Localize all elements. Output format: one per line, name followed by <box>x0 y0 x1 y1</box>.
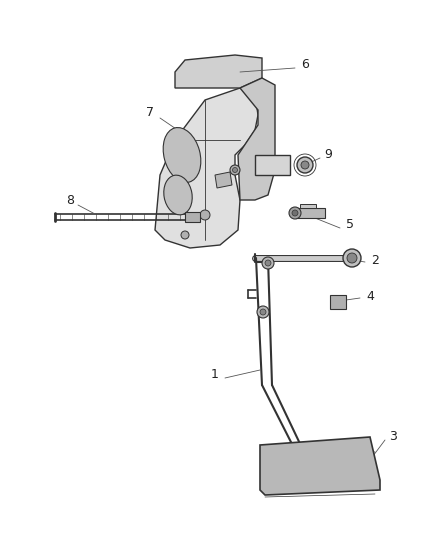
Circle shape <box>265 260 271 266</box>
Polygon shape <box>215 172 232 188</box>
Polygon shape <box>255 155 290 175</box>
Text: 1: 1 <box>211 368 219 382</box>
Polygon shape <box>185 212 200 222</box>
Circle shape <box>200 210 210 220</box>
Polygon shape <box>260 437 380 495</box>
Text: 2: 2 <box>371 254 379 266</box>
Circle shape <box>260 309 266 315</box>
Text: 9: 9 <box>324 149 332 161</box>
Polygon shape <box>175 55 262 88</box>
Text: 3: 3 <box>389 431 397 443</box>
Circle shape <box>262 257 274 269</box>
Circle shape <box>289 207 301 219</box>
Circle shape <box>292 210 298 216</box>
Polygon shape <box>300 204 316 208</box>
Circle shape <box>257 306 269 318</box>
Ellipse shape <box>164 175 192 215</box>
Circle shape <box>343 249 361 267</box>
Circle shape <box>233 167 237 173</box>
Text: 7: 7 <box>146 106 154 118</box>
Polygon shape <box>296 208 325 218</box>
Polygon shape <box>330 295 346 309</box>
Text: 5: 5 <box>346 219 354 231</box>
Circle shape <box>181 231 189 239</box>
Polygon shape <box>238 78 275 200</box>
Polygon shape <box>155 88 258 248</box>
Circle shape <box>347 253 357 263</box>
Text: 6: 6 <box>301 59 309 71</box>
Circle shape <box>297 157 313 173</box>
Ellipse shape <box>163 127 201 182</box>
Circle shape <box>301 161 309 169</box>
Text: 4: 4 <box>366 289 374 303</box>
Text: 8: 8 <box>66 193 74 206</box>
Circle shape <box>230 165 240 175</box>
